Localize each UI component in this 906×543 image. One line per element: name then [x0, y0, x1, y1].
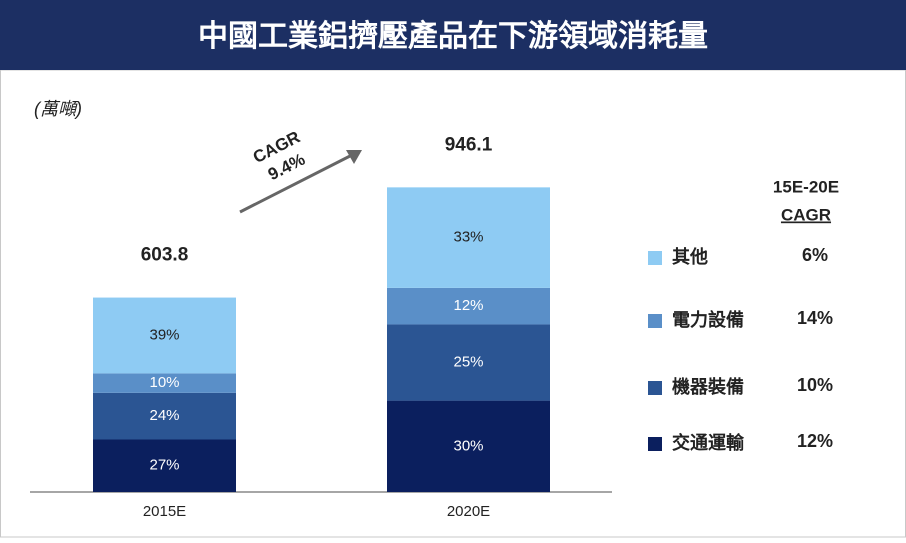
value-label: 33%	[453, 229, 483, 246]
value-label: 30%	[453, 437, 483, 454]
total-label: 603.8	[141, 245, 189, 266]
legend-swatch	[648, 437, 662, 451]
legend-swatch	[648, 381, 662, 395]
x-tick-label: 2015E	[143, 503, 186, 520]
legend-swatch	[648, 251, 662, 265]
arrow-head	[346, 150, 362, 164]
value-label: 24%	[149, 407, 179, 424]
legend-cagr: 10%	[797, 375, 833, 395]
legend-cagr: 6%	[802, 245, 828, 265]
bar-segment	[387, 400, 550, 492]
bar-segment	[93, 373, 236, 393]
value-label: 12%	[453, 297, 483, 314]
bar-segment	[387, 287, 550, 325]
value-label: 27%	[149, 457, 179, 474]
legend-swatch	[648, 314, 662, 328]
value-label: 10%	[149, 374, 179, 391]
bar-segment	[387, 324, 550, 401]
header-band	[0, 0, 906, 70]
bar-segment	[93, 297, 236, 374]
legend-label: 機器裝備	[672, 376, 744, 397]
total-label: 946.1	[445, 134, 493, 155]
bar-segment	[93, 392, 236, 440]
unit-label: (萬噸)	[34, 99, 82, 119]
legend-header: CAGR	[781, 205, 831, 224]
legend-label: 其他	[672, 246, 708, 267]
legend-cagr: 12%	[797, 431, 833, 451]
bar-segment	[387, 187, 550, 288]
bar-segment	[93, 439, 236, 492]
x-tick-label: 2020E	[447, 503, 490, 520]
cagr-arrow	[239, 153, 353, 214]
legend-label: 交通運輸	[672, 432, 745, 453]
legend-header: 15E-20E	[773, 177, 839, 196]
legend-cagr: 14%	[797, 308, 833, 328]
chart-title: 中國工業鋁擠壓產品在下游領域消耗量	[198, 19, 708, 53]
legend-label: 電力設備	[672, 309, 744, 330]
value-label: 39%	[149, 326, 179, 343]
value-label: 25%	[453, 353, 483, 370]
